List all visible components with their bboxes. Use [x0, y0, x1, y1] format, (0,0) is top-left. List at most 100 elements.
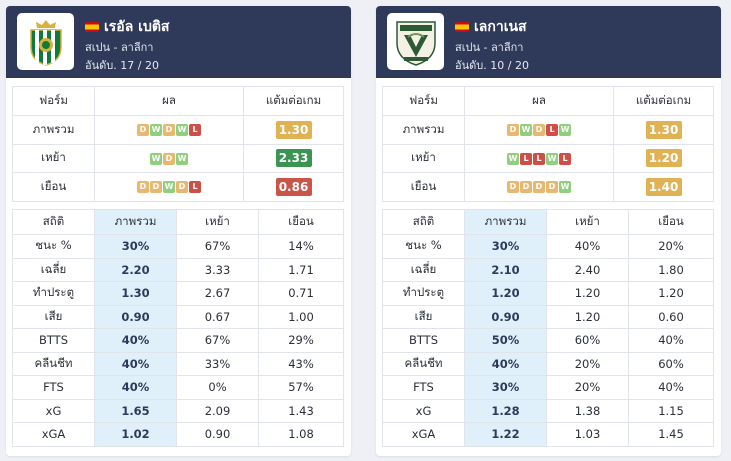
form-result-badge[interactable]: L	[189, 181, 201, 194]
team-name[interactable]: เรอัล เบติส	[104, 19, 170, 35]
col-header-home: เหย้า	[176, 209, 259, 235]
stats-header-row: สถิติ ภาพรวม เหย้า เยือน	[12, 209, 344, 235]
stat-label: xGA	[382, 422, 465, 447]
ppg-badge: 1.20	[645, 149, 682, 168]
stat-away: 1.15	[628, 398, 714, 423]
stat-label: ชนะ %	[382, 234, 465, 259]
form-result-badge[interactable]: D	[546, 181, 558, 194]
stat-overall: 2.10	[464, 257, 547, 282]
form-result-badge[interactable]: D	[163, 152, 175, 165]
ppg-cell: 1.20	[613, 143, 714, 173]
col-header-results: ผล	[464, 86, 614, 116]
stat-overall: 40%	[94, 328, 177, 353]
form-result-badge[interactable]: L	[546, 124, 558, 137]
team-header: เลกาเนส สเปน - ลาลีกา อันดับ. 10 / 20	[376, 6, 721, 78]
col-header-overall: ภาพรวม	[464, 209, 547, 235]
stat-overall: 40%	[94, 351, 177, 376]
form-result-badge[interactable]: W	[150, 124, 162, 137]
stat-overall: 30%	[464, 375, 547, 400]
form-row-label: เหย้า	[382, 143, 465, 173]
stat-home: 67%	[176, 234, 259, 259]
stats-row: เสีย 0.90 0.67 1.00	[12, 304, 344, 329]
form-result-badge[interactable]: W	[546, 152, 558, 165]
stats-row: BTTS 50% 60% 40%	[382, 328, 714, 353]
col-header-home: เหย้า	[546, 209, 629, 235]
form-result-badge[interactable]: W	[559, 124, 571, 137]
col-header-form: ฟอร์ม	[382, 86, 465, 116]
form-row-label: เยือน	[12, 172, 95, 202]
stat-away: 43%	[258, 351, 344, 376]
stat-home: 67%	[176, 328, 259, 353]
stats-row: ชนะ % 30% 40% 20%	[382, 234, 714, 259]
form-result-badge[interactable]: D	[533, 124, 545, 137]
form-result-badge[interactable]: L	[533, 152, 545, 165]
form-result-badge[interactable]: W	[520, 124, 532, 137]
team-name[interactable]: เลกาเนส	[474, 19, 527, 35]
stats-table: สถิติ ภาพรวม เหย้า เยือน ชนะ % 30% 40% 2…	[382, 209, 714, 447]
form-result-badge[interactable]: W	[176, 152, 188, 165]
stat-overall: 40%	[94, 375, 177, 400]
form-result-badge[interactable]: D	[507, 181, 519, 194]
stat-home: 1.38	[546, 398, 629, 423]
form-result-badge[interactable]: D	[507, 124, 519, 137]
stat-away: 14%	[258, 234, 344, 259]
col-header-overall: ภาพรวม	[94, 209, 177, 235]
form-result-badge[interactable]: D	[137, 181, 149, 194]
stat-home: 33%	[176, 351, 259, 376]
form-result-badge[interactable]: D	[520, 181, 532, 194]
ppg-badge: 0.86	[275, 177, 312, 196]
stat-away: 1.08	[258, 422, 344, 447]
stat-away: 0.60	[628, 304, 714, 329]
col-header-results: ผล	[94, 86, 244, 116]
form-result-badge[interactable]: D	[163, 124, 175, 137]
stat-away: 1.00	[258, 304, 344, 329]
form-result-badge[interactable]: D	[176, 181, 188, 194]
form-result-badge[interactable]: W	[507, 152, 519, 165]
stat-home: 3.33	[176, 257, 259, 282]
stat-away: 40%	[628, 328, 714, 353]
stat-overall: 1.65	[94, 398, 177, 423]
stat-label: FTS	[12, 375, 95, 400]
team-logo[interactable]	[387, 13, 444, 70]
stat-overall: 1.22	[464, 422, 547, 447]
stats-row: เฉลี่ย 2.10 2.40 1.80	[382, 257, 714, 282]
team-card: เรอัล เบติส สเปน - ลาลีกา อันดับ. 17 / 2…	[6, 6, 351, 456]
stat-away: 40%	[628, 375, 714, 400]
form-header-row: ฟอร์ม ผล แต้มต่อเกม	[382, 86, 714, 116]
form-result-badge[interactable]: W	[150, 152, 162, 165]
stat-overall: 40%	[464, 351, 547, 376]
stat-label: xGA	[12, 422, 95, 447]
stats-row: ทำประตู 1.20 1.20 1.20	[382, 281, 714, 306]
stat-home: 0.67	[176, 304, 259, 329]
form-result-badge[interactable]: D	[150, 181, 162, 194]
form-result-badge[interactable]: L	[520, 152, 532, 165]
stats-row: xGA 1.22 1.03 1.45	[382, 422, 714, 447]
spain-flag-icon	[455, 22, 469, 32]
stat-away: 60%	[628, 351, 714, 376]
stat-label: ชนะ %	[12, 234, 95, 259]
stats-header-row: สถิติ ภาพรวม เหย้า เยือน	[382, 209, 714, 235]
ppg-cell: 0.86	[243, 172, 344, 202]
col-header-stat: สถิติ	[12, 209, 95, 235]
stat-overall: 30%	[464, 234, 547, 259]
form-result-badge[interactable]: W	[163, 181, 175, 194]
form-header-row: ฟอร์ม ผล แต้มต่อเกม	[12, 86, 344, 116]
stat-home: 20%	[546, 375, 629, 400]
col-header-ppg: แต้มต่อเกม	[243, 86, 344, 116]
form-result-badge[interactable]: W	[176, 124, 188, 137]
stat-away: 1.43	[258, 398, 344, 423]
stat-away: 1.71	[258, 257, 344, 282]
stat-home: 1.20	[546, 304, 629, 329]
form-result-badge[interactable]: D	[533, 181, 545, 194]
ppg-badge: 1.30	[275, 120, 312, 139]
form-result-badge[interactable]: L	[559, 152, 571, 165]
stats-row: xGA 1.02 0.90 1.08	[12, 422, 344, 447]
team-logo[interactable]	[17, 13, 74, 70]
stat-home: 1.03	[546, 422, 629, 447]
form-result-badge[interactable]: W	[559, 181, 571, 194]
ppg-cell: 2.33	[243, 143, 344, 173]
form-result-badge[interactable]: D	[137, 124, 149, 137]
form-row-label: เยือน	[382, 172, 465, 202]
stats-row: ทำประตู 1.30 2.67 0.71	[12, 281, 344, 306]
form-result-badge[interactable]: L	[189, 124, 201, 137]
